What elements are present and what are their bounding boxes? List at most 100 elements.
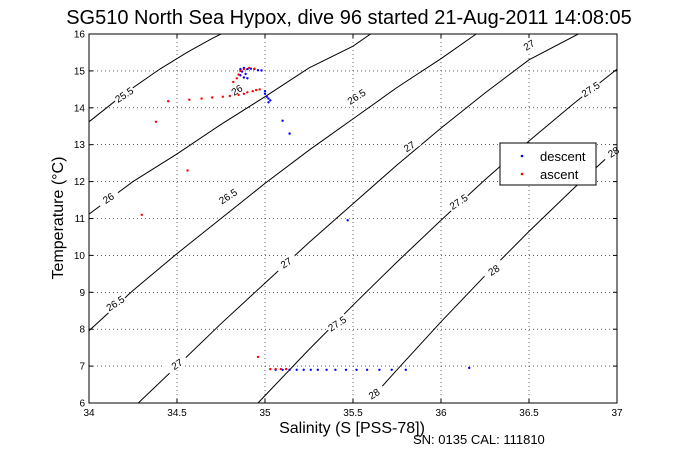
sigma-contour-line bbox=[257, 68, 617, 403]
contour-label-bg bbox=[95, 187, 121, 209]
descent-point bbox=[263, 90, 267, 93]
ascent-point bbox=[232, 80, 235, 84]
ascent-point bbox=[235, 77, 238, 80]
descent-point bbox=[265, 95, 268, 98]
descent-point bbox=[244, 72, 247, 76]
x-tick-label: 37 bbox=[611, 408, 623, 419]
descent-point bbox=[325, 368, 328, 371]
descent-point bbox=[344, 368, 348, 371]
ascent-point bbox=[237, 73, 240, 76]
descent-point bbox=[263, 92, 267, 96]
legend: descent ascent bbox=[499, 142, 597, 186]
ascent-point bbox=[242, 67, 246, 71]
ascent-point bbox=[200, 97, 203, 100]
descent-point bbox=[378, 368, 381, 371]
y-tick-label: 16 bbox=[74, 30, 86, 41]
ascent-point bbox=[140, 213, 143, 216]
descent-point bbox=[302, 368, 305, 371]
descent-point bbox=[260, 69, 263, 72]
descent-point bbox=[267, 101, 270, 104]
x-axis-label: Salinity (S [PSS-78]) bbox=[279, 420, 425, 437]
y-tick-label: 8 bbox=[79, 325, 85, 336]
ascent-point bbox=[279, 367, 282, 371]
descent-point bbox=[404, 368, 407, 371]
contour-label-bg bbox=[446, 190, 471, 213]
y-tick-label: 15 bbox=[74, 66, 86, 77]
descent-point bbox=[281, 119, 284, 122]
ascent-point bbox=[221, 95, 224, 98]
y-tick-label: 7 bbox=[79, 362, 85, 373]
ascent-point bbox=[258, 88, 261, 91]
contour-label-bg bbox=[578, 78, 603, 100]
ascent-point bbox=[242, 92, 246, 96]
x-tick-label: 34 bbox=[83, 408, 95, 419]
contour-label-bg bbox=[224, 79, 249, 101]
contour-label-bg bbox=[516, 34, 541, 56]
x-tick-label: 34.5 bbox=[167, 408, 187, 419]
descent-point bbox=[468, 366, 471, 370]
descent-point bbox=[256, 69, 260, 72]
descent-point bbox=[267, 97, 270, 100]
ascent-point bbox=[253, 67, 256, 70]
ascent-point bbox=[228, 94, 231, 98]
descent-point bbox=[281, 368, 284, 371]
descent-point bbox=[316, 368, 319, 371]
contour-label-bg bbox=[361, 382, 387, 404]
chart-title: SG510 North Sea Hypox, dive 96 started 2… bbox=[66, 7, 632, 29]
ascent-point bbox=[274, 367, 277, 371]
y-tick-label: 12 bbox=[74, 177, 86, 188]
descent-point bbox=[246, 67, 249, 71]
descent-point bbox=[242, 76, 246, 79]
ascent-point bbox=[167, 100, 170, 103]
axis-ticks: 34 34.5 35 35.5 36 36.5 37 6 7 8 9 10 11 12 13 14 15 16 bbox=[74, 30, 623, 420]
x-tick-label: 35.5 bbox=[343, 408, 363, 419]
data-points bbox=[140, 66, 471, 371]
ascent-point bbox=[256, 355, 260, 359]
sigma-contour-line bbox=[89, 34, 477, 332]
y-tick-label: 11 bbox=[75, 214, 86, 225]
contour-label-bg bbox=[111, 83, 137, 106]
descent-point bbox=[334, 368, 337, 371]
legend-label-descent: descent bbox=[540, 149, 586, 164]
ascent-point bbox=[188, 98, 191, 101]
descent-point bbox=[246, 77, 249, 80]
contour-label-bg bbox=[215, 185, 240, 207]
legend-marker-descent bbox=[520, 154, 524, 158]
contour-label-bg bbox=[164, 353, 189, 375]
legend-marker-ascent bbox=[520, 172, 524, 176]
ascent-point bbox=[248, 66, 251, 70]
ascent-point bbox=[251, 90, 254, 93]
sigma-contour-line bbox=[137, 34, 579, 403]
y-tick-label: 13 bbox=[74, 140, 86, 151]
descent-point bbox=[239, 67, 242, 71]
descent-point bbox=[346, 219, 349, 222]
contour-label-bg bbox=[344, 85, 369, 107]
descent-point bbox=[365, 368, 369, 371]
y-axis-label: Temperature (°C) bbox=[50, 157, 67, 280]
ascent-point bbox=[284, 367, 288, 371]
ascent-point bbox=[269, 367, 272, 371]
x-tick-label: 36 bbox=[435, 408, 447, 419]
descent-point bbox=[288, 368, 291, 371]
y-tick-label: 9 bbox=[79, 288, 85, 299]
ascent-point bbox=[211, 96, 214, 99]
descent-point bbox=[309, 368, 312, 371]
x-tick-label: 36.5 bbox=[519, 408, 539, 419]
grid-lines bbox=[89, 34, 617, 403]
descent-point bbox=[288, 132, 291, 135]
legend-box bbox=[499, 142, 597, 186]
y-tick-label: 10 bbox=[74, 251, 86, 262]
legend-label-ascent: ascent bbox=[540, 167, 579, 182]
ascent-point bbox=[255, 88, 258, 92]
ascent-point bbox=[246, 91, 249, 94]
y-tick-label: 14 bbox=[74, 103, 86, 114]
contour-label-bg bbox=[600, 141, 626, 163]
plot-area: 25.5262626.526.526.52727272727.527.527.5… bbox=[74, 30, 626, 420]
descent-point bbox=[239, 74, 242, 77]
contour-label-bg bbox=[396, 135, 422, 157]
ascent-point bbox=[186, 169, 189, 172]
ascent-point bbox=[237, 93, 240, 97]
x-tick-label: 35 bbox=[259, 408, 271, 419]
contour-label-bg bbox=[102, 292, 128, 314]
